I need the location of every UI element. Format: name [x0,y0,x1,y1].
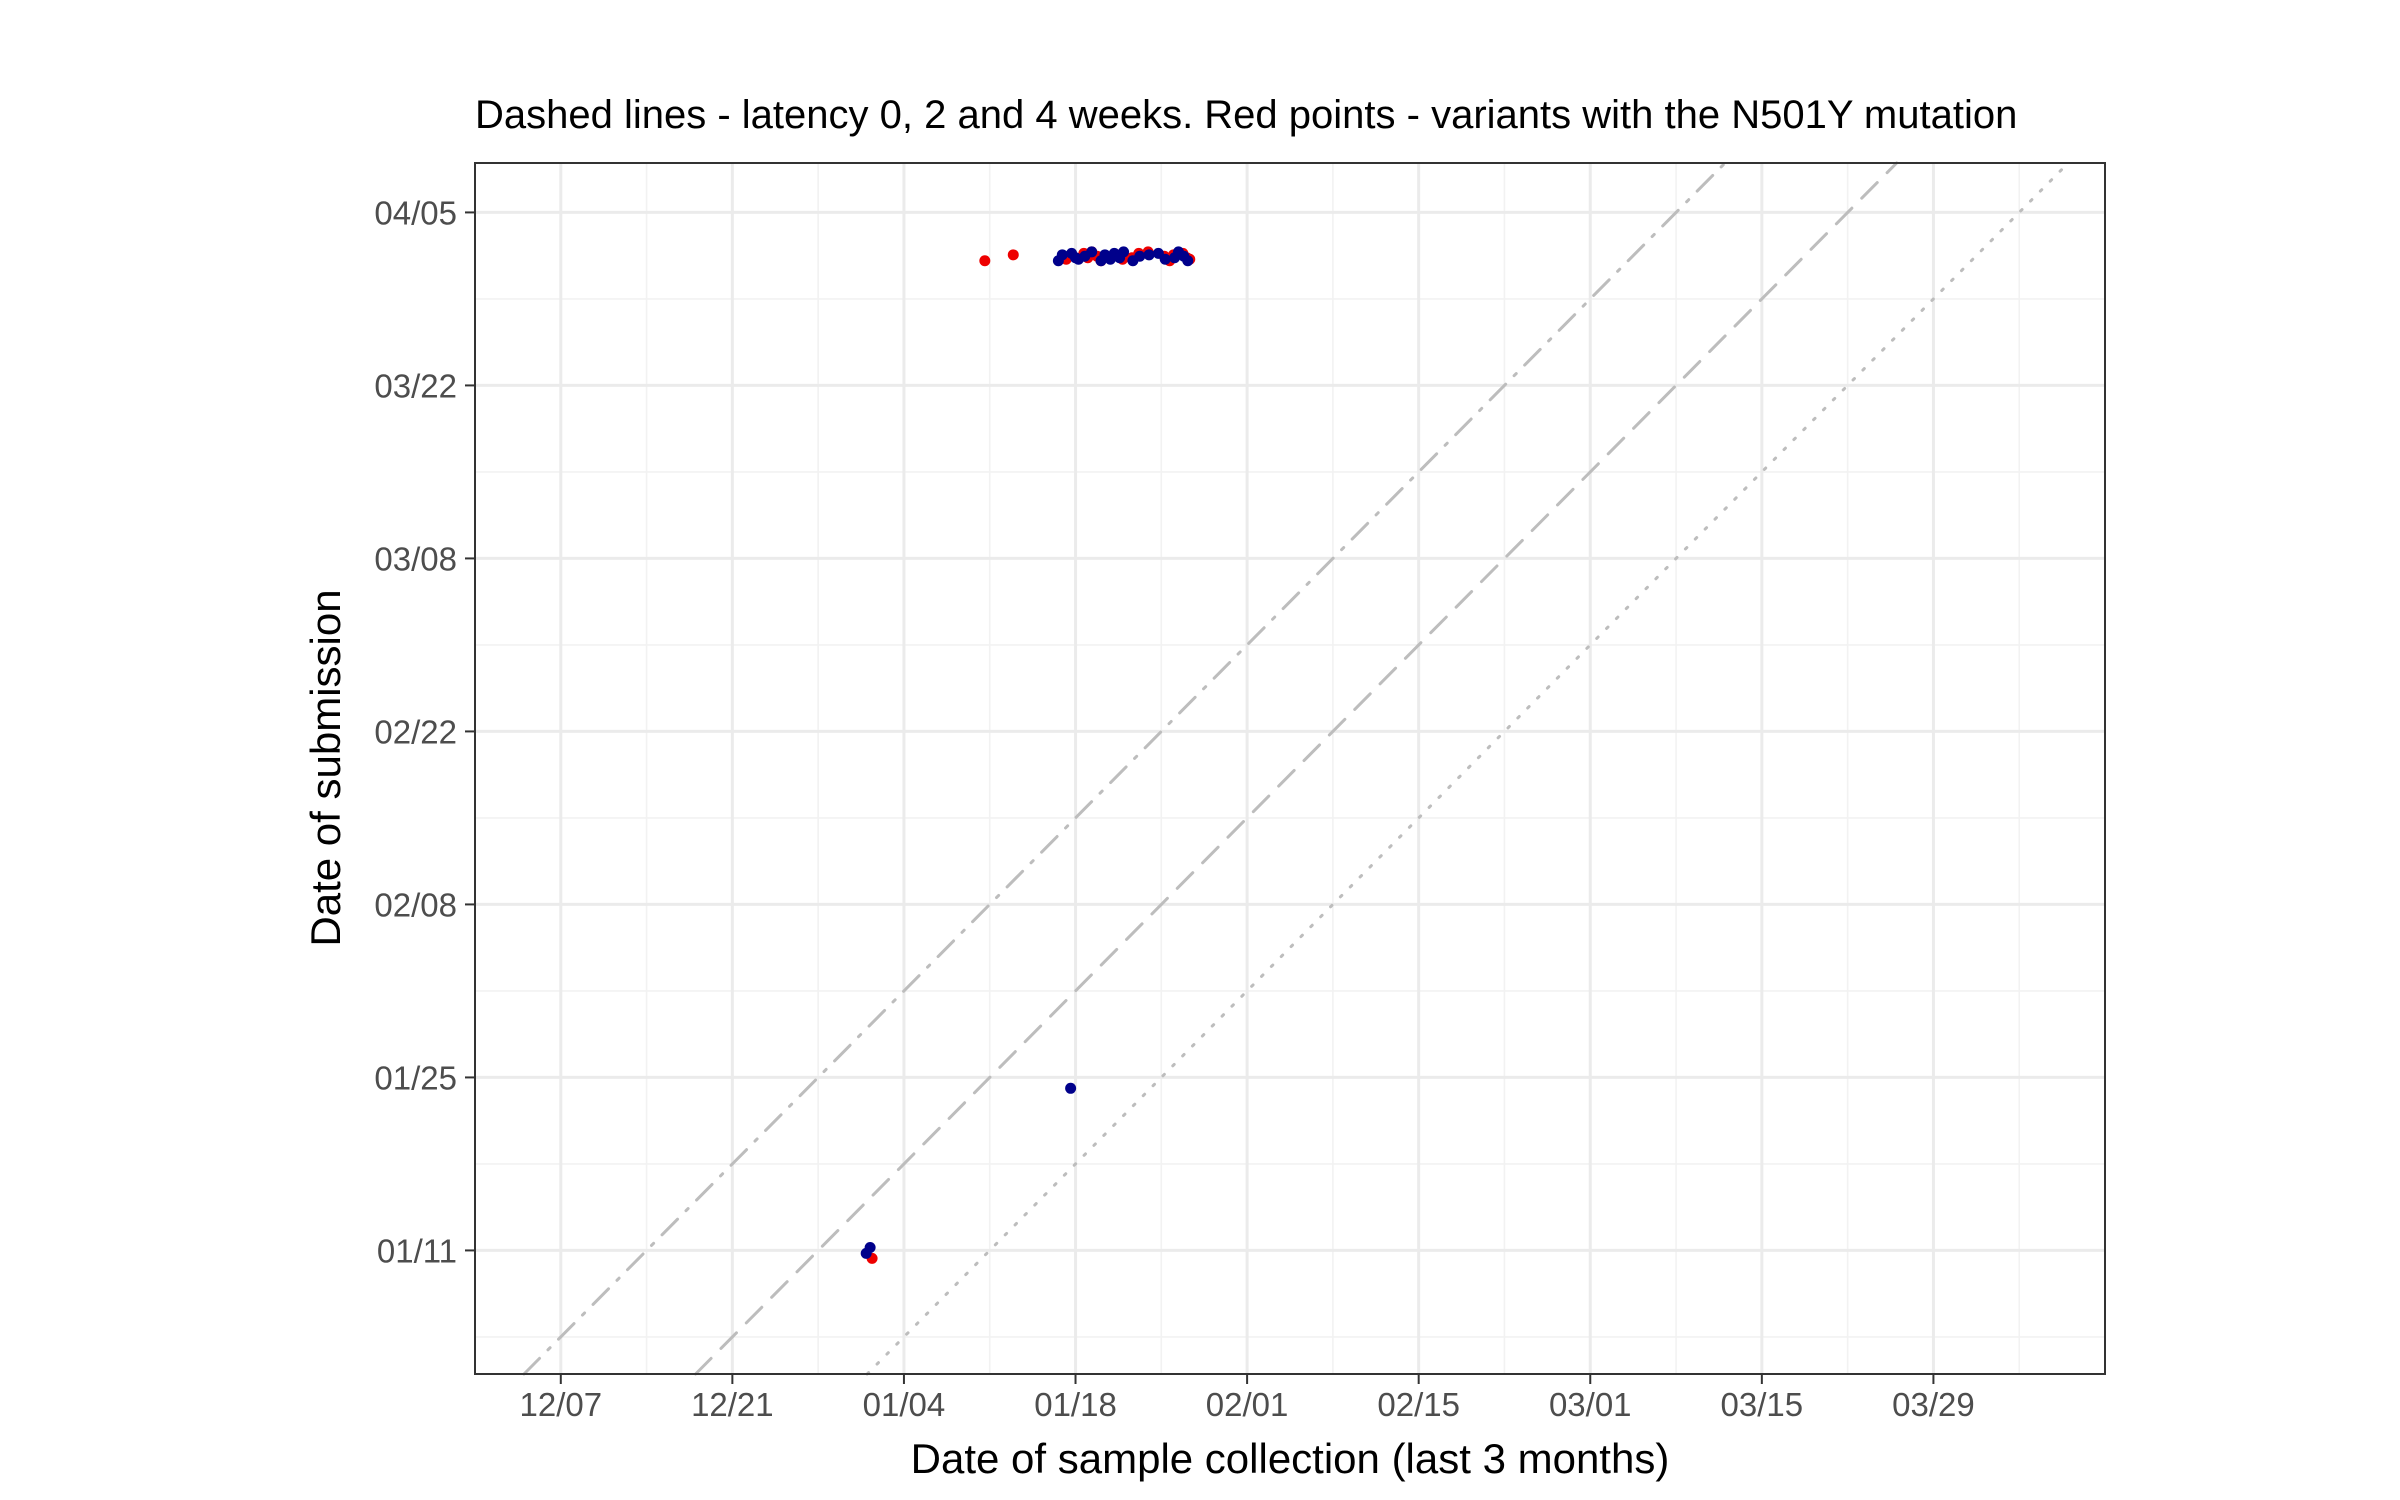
major-gridlines [475,163,2105,1374]
x-tick-label: 12/21 [691,1386,774,1423]
plot-background [475,163,2105,1374]
x-tick-label: 01/18 [1034,1386,1117,1423]
minor-gridlines [474,163,2105,1374]
latency-4-weeks-line [522,161,1727,1376]
latency-0-weeks-line [865,161,2070,1376]
y-tick-label: 04/05 [374,194,457,231]
other-variant-point [1118,246,1130,258]
other-variant-point [1065,1082,1077,1094]
other-variant-point [1152,247,1164,259]
n501y-point [1007,249,1019,261]
y-tick-label: 03/08 [374,540,457,577]
other-variant-point [1079,250,1091,262]
plot-border [474,162,2106,1375]
other-variant-point [1143,249,1155,261]
plot-panel [474,161,2106,1376]
x-tick-label: 01/04 [863,1386,946,1423]
y-tick-label: 01/11 [377,1232,457,1269]
x-tick-label: 02/01 [1206,1386,1289,1423]
latency-2-weeks-line [694,161,1899,1376]
other-variant-point [1070,252,1082,264]
x-tick-label: 02/15 [1377,1386,1460,1423]
y-tick-label: 02/08 [374,886,457,923]
y-tick-label: 02/22 [374,713,457,750]
chart-title: Dashed lines - latency 0, 2 and 4 weeks.… [475,93,2017,137]
y-axis: 01/11 01/25 02/08 02/22 03/08 03/22 04/05 [374,194,475,1269]
y-tick-label: 01/25 [374,1059,457,1096]
x-axis: 12/07 12/21 01/04 01/18 02/01 02/15 03/01 03/15… [519,1374,1975,1423]
data-points [860,246,1196,1264]
other-variant-point [1182,255,1194,267]
x-tick-label: 03/15 [1721,1386,1804,1423]
x-tick-label: 12/07 [519,1386,602,1423]
y-tick-label: 03/22 [374,367,457,404]
other-variant-point [1056,249,1068,261]
n501y-point [979,255,991,267]
x-tick-label: 03/29 [1892,1386,1975,1423]
other-variant-point [1127,255,1139,267]
y-axis-title: Date of submission [302,589,349,946]
latency-reference-lines [522,161,2070,1376]
other-variant-point [864,1241,876,1253]
x-tick-label: 03/01 [1549,1386,1632,1423]
x-axis-title: Date of sample collection (last 3 months… [911,1435,1670,1482]
